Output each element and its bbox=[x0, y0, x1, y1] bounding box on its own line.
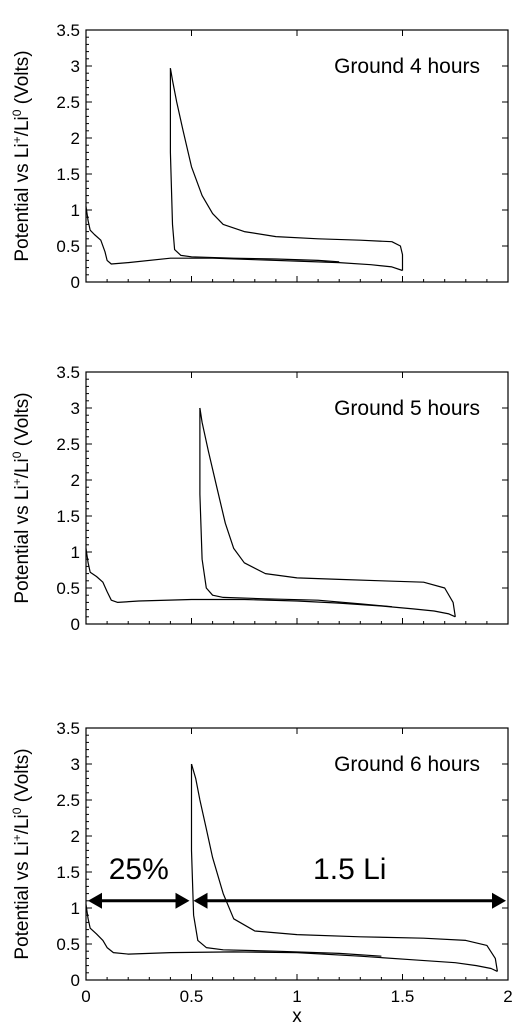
y-tick-label: 3.5 bbox=[56, 719, 80, 738]
y-axis-label-text: Potential vs Li bbox=[12, 485, 33, 603]
y-tick-label: 0 bbox=[71, 273, 80, 292]
y-axis-label-superscript: 0 bbox=[10, 109, 24, 116]
y-tick-label: 2 bbox=[71, 129, 80, 148]
x-tick-label: 1.5 bbox=[391, 987, 415, 1006]
y-tick-label: 1 bbox=[71, 543, 80, 562]
y-tick-label: 1.5 bbox=[56, 165, 80, 184]
y-tick-label: 2 bbox=[71, 827, 80, 846]
y-axis-label-text: (Volts) bbox=[12, 50, 33, 109]
y-tick-label: 0.5 bbox=[56, 237, 80, 256]
y-tick-label: 2 bbox=[71, 471, 80, 490]
y-axis-label-text: Potential vs Li bbox=[12, 841, 33, 959]
annotation-arrow-head-right bbox=[492, 892, 506, 909]
series-line-1 bbox=[85, 904, 498, 972]
series-line-2 bbox=[169, 68, 404, 271]
y-axis-label-text: /Li bbox=[12, 458, 33, 478]
y-axis-label-text: /Li bbox=[12, 116, 33, 136]
y-tick-label: 1.5 bbox=[56, 863, 80, 882]
y-tick-label: 0.5 bbox=[56, 579, 80, 598]
series-line-3 bbox=[199, 408, 392, 608]
y-tick-label: 3 bbox=[71, 57, 80, 76]
y-axis-label-superscript: 0 bbox=[10, 451, 24, 458]
y-axis-label: Potential vs Li+/Li0 (Volts) bbox=[10, 748, 33, 959]
panel-title: Ground 4 hours bbox=[334, 55, 480, 78]
y-axis-label-superscript: + bbox=[10, 478, 24, 485]
y-axis-label-superscript: 0 bbox=[10, 807, 24, 814]
y-tick-label: 3 bbox=[71, 755, 80, 774]
y-tick-label: 2.5 bbox=[56, 791, 80, 810]
annotation-arrow-head-left bbox=[193, 892, 208, 909]
series-line-3 bbox=[190, 764, 382, 957]
x-axis-label: x bbox=[292, 1006, 302, 1024]
y-axis-label-text: (Volts) bbox=[12, 392, 33, 451]
y-axis-label-text: Potential vs Li bbox=[12, 143, 33, 261]
series-line-2 bbox=[199, 407, 456, 617]
panel-title: Ground 6 hours bbox=[334, 753, 480, 776]
y-axis-label-superscript: + bbox=[10, 136, 24, 143]
y-tick-label: 2.5 bbox=[56, 93, 80, 112]
y-axis-label-text: /Li bbox=[12, 814, 33, 834]
x-tick-label: 0 bbox=[81, 987, 90, 1006]
y-tick-label: 0.5 bbox=[56, 935, 80, 954]
annotation-label: 25% bbox=[109, 853, 169, 886]
x-tick-label: 1 bbox=[292, 987, 301, 1006]
panel-title: Ground 5 hours bbox=[334, 397, 480, 420]
y-axis-label: Potential vs Li+/Li0 (Volts) bbox=[10, 392, 33, 603]
y-axis-label-superscript: + bbox=[10, 834, 24, 841]
y-tick-label: 0 bbox=[71, 615, 80, 634]
series-line-1 bbox=[85, 548, 456, 618]
y-tick-label: 1 bbox=[71, 899, 80, 918]
series-line-1 bbox=[85, 206, 403, 272]
y-axis-label: Potential vs Li+/Li0 (Volts) bbox=[10, 50, 33, 261]
y-tick-label: 1.5 bbox=[56, 507, 80, 526]
x-tick-label: 0.5 bbox=[180, 987, 204, 1006]
panel-3: 0 0.5 1 1.5 2 2.5 3 3.5 0 0.5 1 1.5 2 Potential vs Li… bbox=[10, 719, 513, 1024]
annotation-arrow-head-right bbox=[175, 892, 190, 909]
y-tick-label: 3.5 bbox=[56, 363, 80, 382]
y-tick-label: 1 bbox=[71, 201, 80, 220]
y-tick-label: 3.5 bbox=[56, 21, 80, 40]
y-tick-label: 3 bbox=[71, 399, 80, 418]
x-tick-label: 2 bbox=[503, 987, 512, 1006]
y-tick-label: 0 bbox=[71, 971, 80, 990]
series-line-2 bbox=[190, 763, 498, 972]
y-axis-label-text: (Volts) bbox=[12, 748, 33, 807]
series-line-3 bbox=[169, 68, 340, 263]
annotation-label: 1.5 Li bbox=[313, 853, 386, 886]
annotation-arrow-head-left bbox=[88, 892, 102, 909]
y-tick-label: 2.5 bbox=[56, 435, 80, 454]
